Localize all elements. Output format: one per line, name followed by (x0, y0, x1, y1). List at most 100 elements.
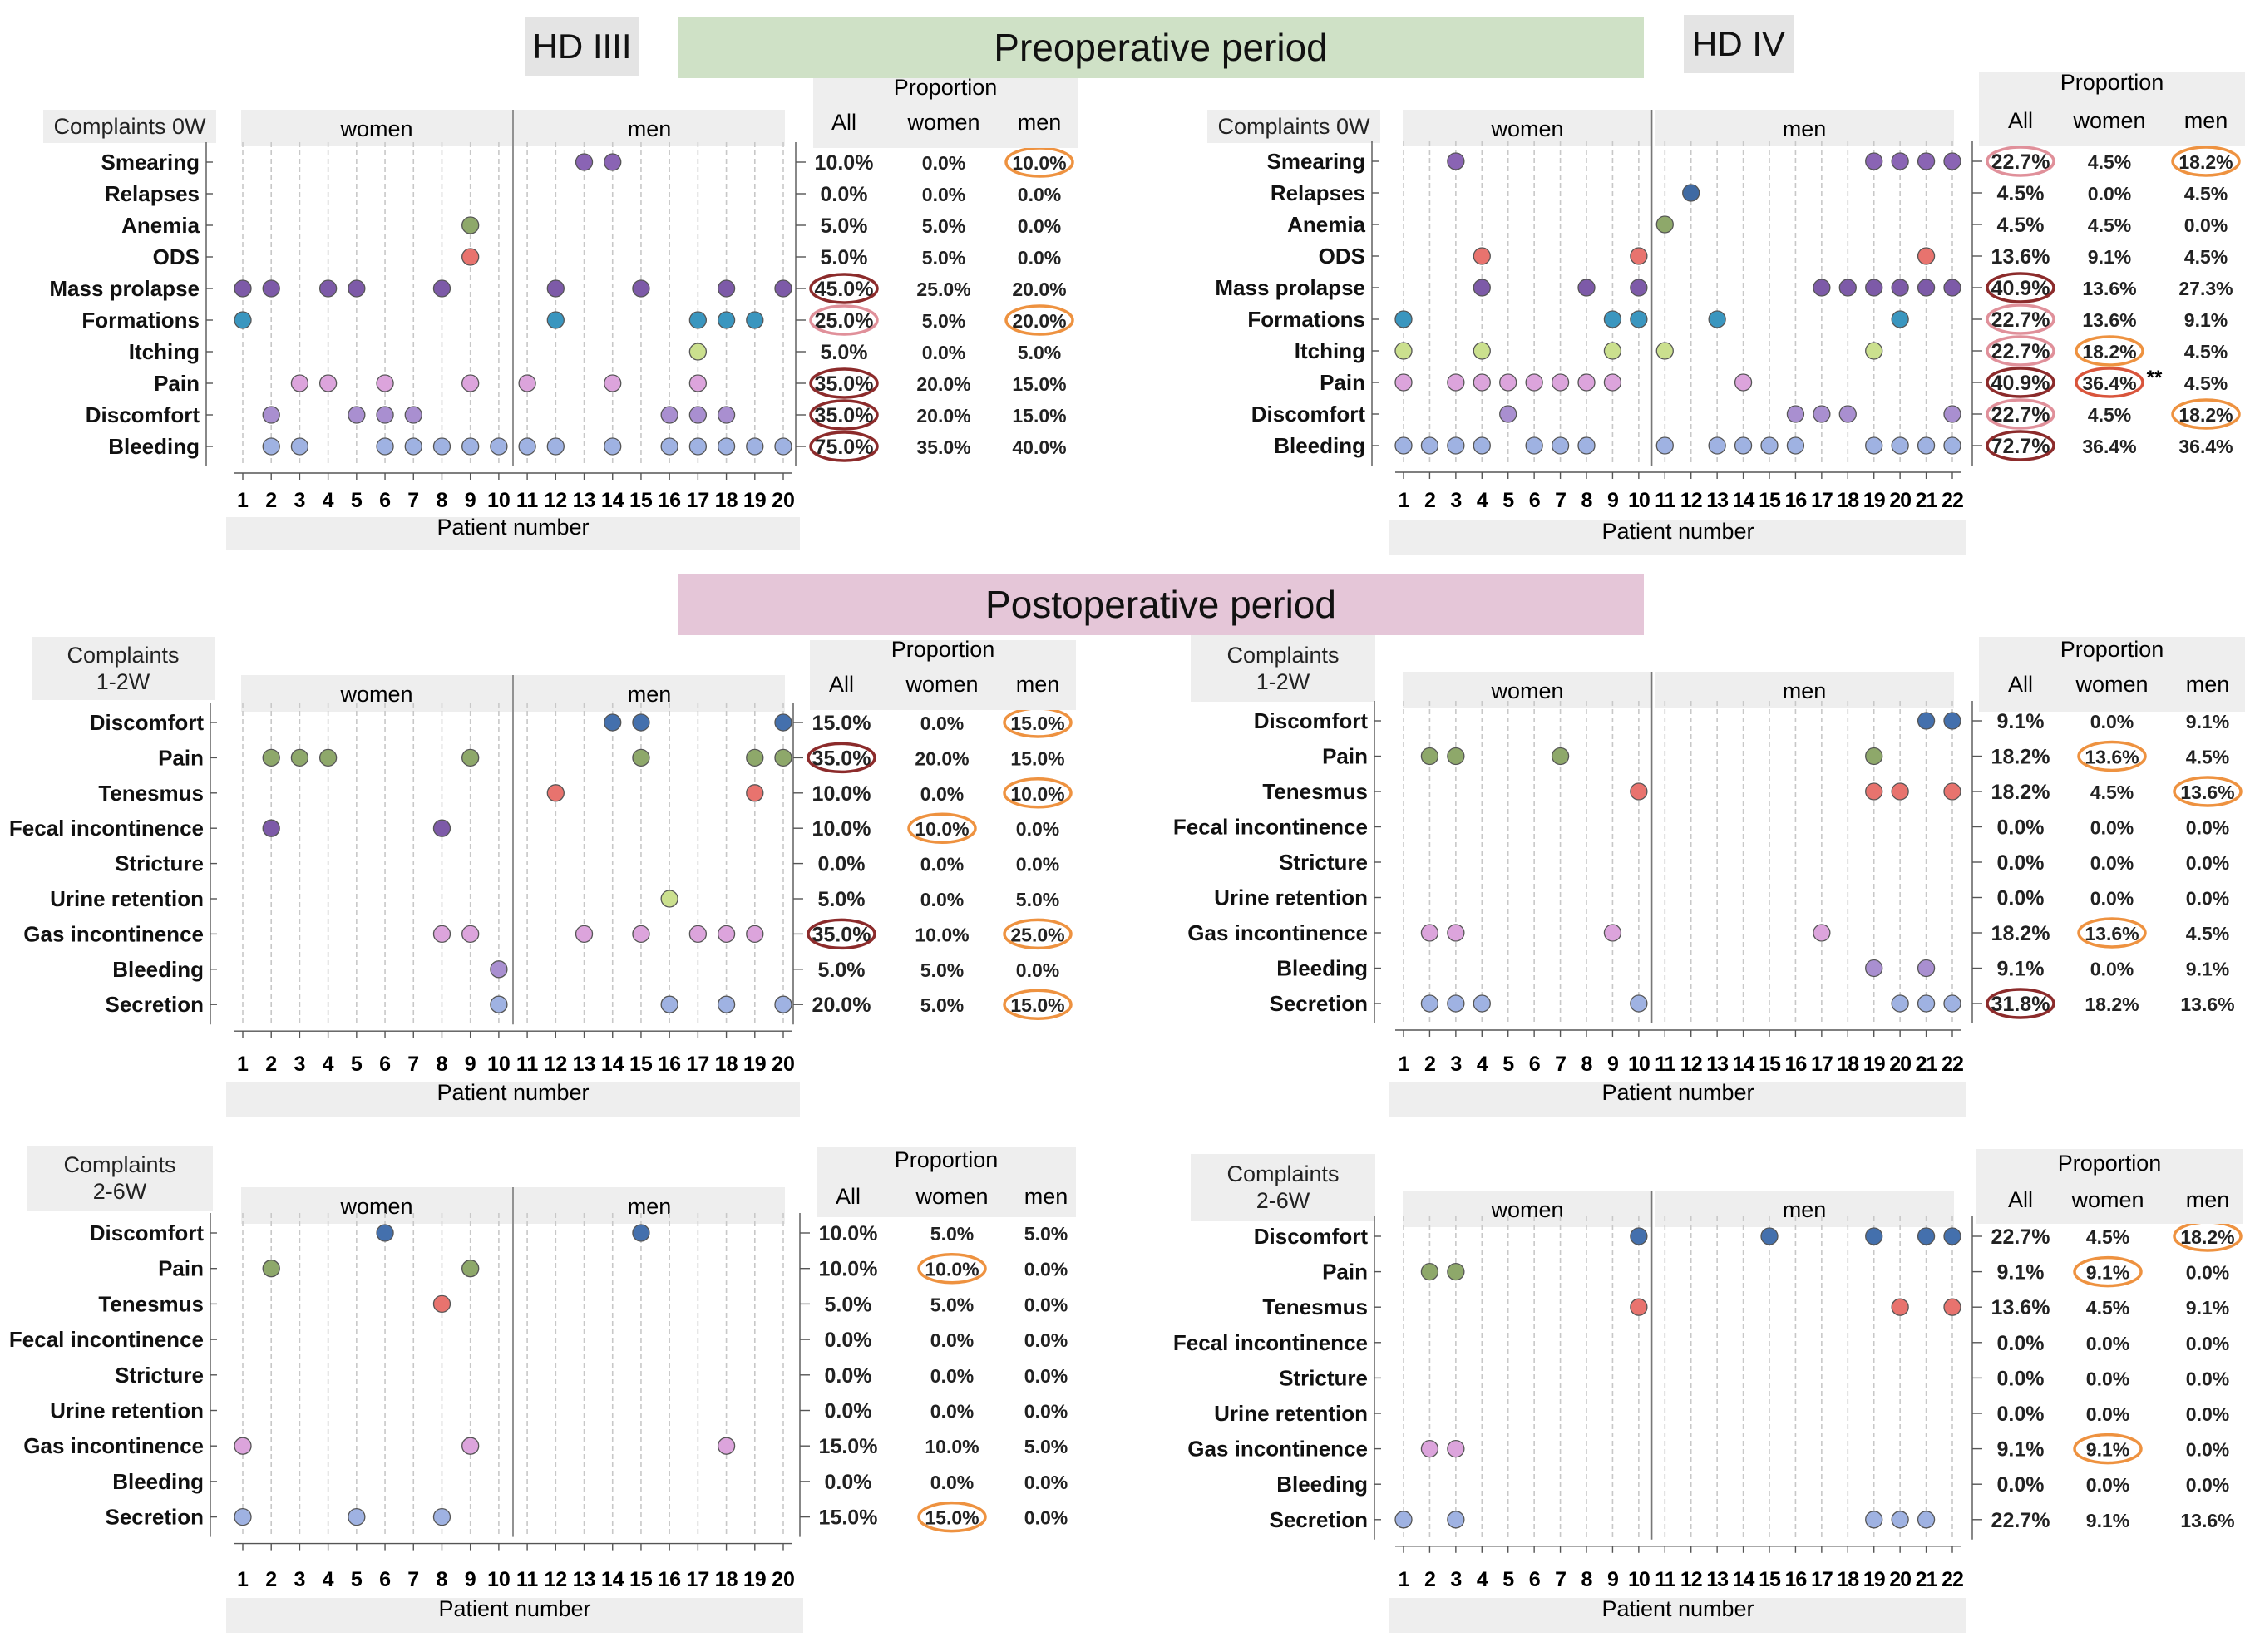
row-label-urine-retention: Urine retention (50, 1398, 204, 1423)
dot-secretion-patient-3 (1447, 994, 1465, 1013)
dot-gas-incontinence-patient-13 (575, 925, 594, 944)
row-label-stricture: Stricture (115, 851, 204, 876)
row-label-discomfort: Discomfort (86, 402, 200, 427)
x-tick-label-3: 3 (294, 1053, 305, 1076)
dot-tenesmus-patient-22 (1943, 782, 1961, 801)
x-tick-label-15: 15 (629, 1568, 653, 1591)
x-axis-label: Patient number (1601, 519, 1754, 544)
proportion-men-tenesmus: 13.6% (2180, 782, 2234, 803)
x-tick-label-20: 20 (772, 1053, 795, 1076)
x-tick-label-11: 11 (516, 489, 539, 512)
dot-pain-patient-15 (632, 748, 650, 767)
dot-pain-patient-9 (461, 1260, 480, 1278)
proportion-women-pain: 10.0% (925, 1259, 979, 1280)
proportion-men-pain: 0.0% (1024, 1259, 1068, 1280)
proportion-col-all: All (829, 672, 854, 697)
proportion-all-mass-prolapse: 45.0% (815, 278, 874, 301)
highlight-ring-pink (1986, 303, 2055, 335)
x-tick-label-9: 9 (465, 489, 476, 512)
proportion-men-anemia: 0.0% (1018, 215, 1061, 237)
dot-bleeding-patient-19 (746, 437, 764, 456)
significance-mark: ** (2147, 367, 2163, 389)
proportion-all-itching: 22.7% (1991, 340, 2050, 363)
dot-pain-patient-7 (1551, 373, 1570, 392)
proportion-all-bleeding: 0.0% (1997, 1473, 2045, 1497)
proportion-men-mass-prolapse: 20.0% (1012, 279, 1066, 300)
dot-discomfort-patient-5 (348, 406, 366, 424)
proportion-women-tenesmus: 5.0% (930, 1294, 974, 1315)
row-label-bleeding: Bleeding (112, 1469, 204, 1494)
proportion-women-tenesmus: 0.0% (920, 783, 964, 805)
x-tick-label-19: 19 (743, 1568, 767, 1591)
x-tick-label-19: 19 (743, 1053, 767, 1076)
row-label-formations: Formations (81, 308, 200, 333)
proportion-all-bleeding: 75.0% (815, 436, 874, 459)
dot-gas-incontinence-patient-15 (632, 925, 650, 944)
dot-formations-patient-1 (234, 311, 252, 329)
highlight-ring-pink (809, 304, 879, 336)
x-tick-label-14: 14 (601, 1568, 624, 1591)
proportion-women-itching: 0.0% (922, 342, 965, 363)
women-header-box (241, 110, 512, 146)
proportion-women-smearing: 4.5% (2088, 151, 2131, 173)
x-tick-label-10: 10 (487, 1053, 511, 1076)
x-tick-label-16: 16 (658, 1053, 681, 1076)
proportion-all-anemia: 5.0% (821, 215, 868, 238)
dot-secretion-patient-21 (1917, 1511, 1936, 1529)
complaints-label: Complaints 0W (1217, 114, 1370, 139)
dot-pain-patient-2 (1420, 1262, 1439, 1281)
row-label-itching: Itching (129, 339, 200, 364)
x-tick-label-12: 12 (544, 489, 567, 512)
row-label-anemia: Anemia (121, 213, 200, 238)
row-label-bleeding: Bleeding (1276, 956, 1368, 981)
dot-secretion-patient-1 (1394, 1511, 1413, 1529)
x-tick-label-16: 16 (1785, 1053, 1807, 1076)
dot-discomfort-patient-21 (1917, 712, 1936, 730)
x-tick-label-4: 4 (1477, 489, 1488, 512)
dot-smearing-patient-20 (1891, 152, 1909, 170)
x-label-box (1389, 1082, 1966, 1117)
dot-bleeding-patient-2 (262, 437, 280, 456)
x-tick-label-4: 4 (323, 1568, 334, 1591)
x-tick-label-14: 14 (1733, 489, 1755, 512)
proportion-men-tenesmus: 0.0% (1024, 1294, 1068, 1315)
dot-anemia-patient-11 (1655, 215, 1674, 234)
proportion-all-discomfort: 15.0% (812, 712, 871, 735)
proportion-women-tenesmus: 4.5% (2090, 782, 2134, 803)
proportion-women-bleeding: 0.0% (930, 1472, 974, 1493)
x-tick-label-16: 16 (658, 489, 681, 512)
men-header: men (1783, 116, 1827, 141)
proportion-women-ods: 5.0% (922, 247, 965, 269)
proportion-all-gas-incontinence: 18.2% (1991, 922, 2050, 945)
dot-formations-patient-10 (1630, 310, 1648, 328)
women-header: women (1490, 116, 1563, 141)
proportion-women-pain: 20.0% (915, 747, 969, 769)
dot-tenesmus-patient-10 (1630, 1298, 1648, 1316)
dot-pain-patient-19 (1865, 747, 1883, 766)
proportion-all-gas-incontinence: 35.0% (812, 923, 871, 946)
dot-gas-incontinence-patient-17 (688, 925, 708, 944)
x-tick-label-7: 7 (407, 489, 419, 512)
dot-bleeding-patient-20 (774, 437, 792, 456)
dot-mass-prolapse-patient-20 (1891, 279, 1909, 297)
proportion-women-formations: 5.0% (922, 310, 965, 332)
dot-gas-incontinence-patient-9 (1603, 924, 1622, 942)
x-tick-label-9: 9 (465, 1053, 476, 1076)
dot-bleeding-patient-14 (604, 437, 622, 456)
dot-itching-patient-19 (1865, 342, 1883, 360)
dot-pain-patient-2 (262, 748, 280, 767)
complaints-label: 1-2W (96, 669, 150, 694)
row-label-tenesmus: Tenesmus (98, 781, 204, 806)
x-label-box (226, 517, 800, 550)
complaints-label-box (1191, 1154, 1375, 1221)
dot-urine-retention-patient-16 (660, 890, 678, 908)
highlight-ring-red (809, 431, 879, 462)
dot-pain-patient-3 (290, 374, 309, 392)
x-tick-label-12: 12 (544, 1053, 567, 1076)
proportion-all-pain: 9.1% (1997, 1261, 2045, 1285)
dot-bleeding-patient-6 (376, 437, 394, 456)
dot-secretion-patient-20 (1891, 1511, 1909, 1529)
row-label-gas-incontinence: Gas incontinence (23, 1433, 204, 1458)
dot-bleeding-patient-11 (1655, 436, 1674, 455)
